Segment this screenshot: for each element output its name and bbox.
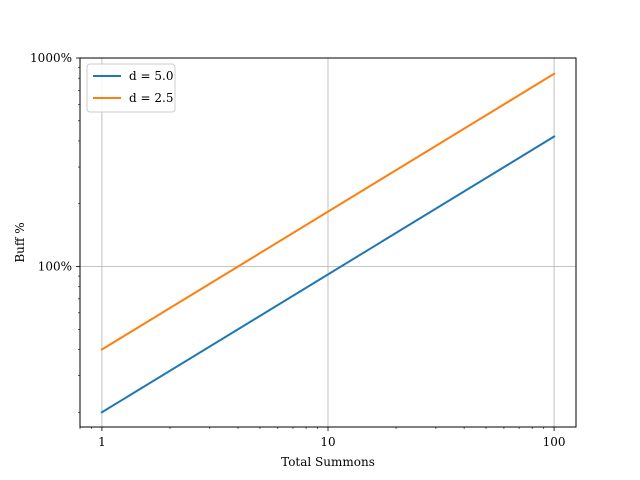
legend-label-series-2: d = 2.5 [129,91,173,105]
legend-label-series-1: d = 5.0 [129,69,173,83]
y-axis-ticks: 100% 1000% [30,51,80,413]
x-tick-label: 10 [320,435,335,449]
y-tick-label: 1000% [30,51,72,65]
y-tick-label: 100% [38,260,72,274]
series-lines [100,72,556,414]
y-axis-label: Buff % [13,222,27,262]
series-line-1 [100,135,556,414]
x-axis-ticks: 1 10 100 [79,427,566,449]
x-tick-label: 100 [543,435,566,449]
series-line-2 [100,72,556,351]
legend: d = 5.0 d = 2.5 [86,63,176,113]
x-tick-label: 1 [98,435,106,449]
x-axis-label: Total Summons [281,455,375,469]
grid-lines [80,57,576,427]
